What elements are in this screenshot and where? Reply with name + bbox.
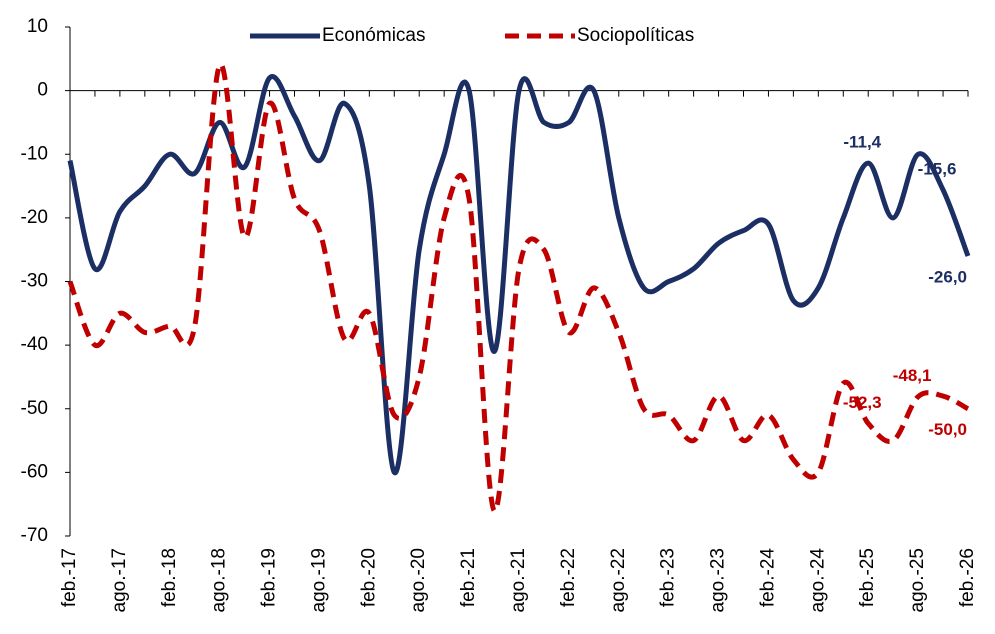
value-label: -50,0 [928,420,967,439]
x-tick-label: ago.-18 [209,548,230,612]
x-tick-label: ago.-22 [608,548,629,612]
y-tick-label: -50 [21,398,48,419]
value-label: -26,0 [928,268,967,287]
x-tick-label: feb.-22 [558,548,579,607]
y-tick-label: 10 [27,16,48,37]
value-label: -52,3 [843,393,882,412]
legend-label: Económicas [322,25,426,46]
series-line [67,62,970,514]
x-tick-label: ago.-17 [109,548,130,612]
value-label: -15,6 [918,159,957,178]
x-tick-label: feb.-24 [757,548,778,608]
x-tick-label: ago.-19 [308,548,329,612]
y-tick-label: -20 [21,207,48,228]
y-tick-label: -60 [21,461,48,482]
x-tick-label: ago.-20 [408,548,429,612]
legend-label: Sociopolíticas [577,25,694,46]
x-tick-label: ago.-25 [907,548,928,612]
y-tick-label: -70 [21,525,48,546]
x-tick-label: feb.-21 [458,548,479,607]
x-tick-label: feb.-19 [259,548,280,607]
x-tick-label: ago.-24 [807,548,828,613]
y-tick-label: -30 [21,271,48,292]
x-tick-label: feb.-25 [857,548,878,607]
series-line [67,74,971,475]
x-tick-label: feb.-17 [59,548,80,607]
y-tick-label: 0 [37,80,48,101]
y-tick-label: -40 [21,334,48,355]
x-tick-label: feb.-20 [358,548,379,607]
value-label: -48,1 [893,366,932,385]
value-label: -11,4 [843,133,881,152]
x-tick-label: feb.-18 [159,548,180,607]
y-tick-label: -10 [21,143,48,164]
x-tick-label: feb.-23 [658,548,679,607]
x-tick-label: feb.-26 [957,548,978,607]
x-tick-label: ago.-21 [508,548,529,612]
x-tick-label: ago.-23 [708,548,729,612]
